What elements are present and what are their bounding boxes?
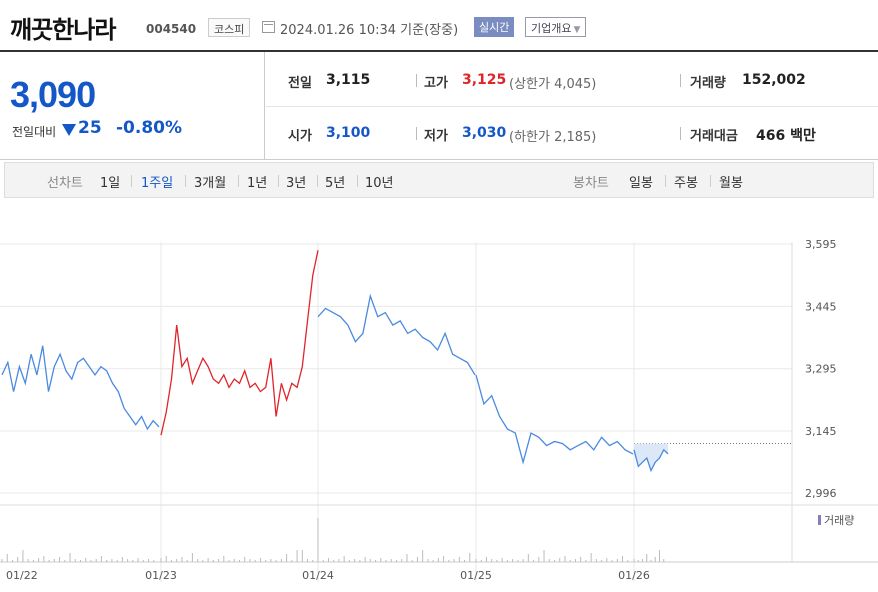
stock-code: 004540 <box>146 22 197 36</box>
lower-limit: (하한가 2,185) <box>509 130 597 145</box>
volume-legend-swatch <box>818 515 821 525</box>
separator <box>185 175 186 187</box>
volume-value: 152,002 <box>742 72 806 88</box>
market-badge: 코스피 <box>208 18 251 37</box>
volume-legend-label: 거래량 <box>824 514 854 527</box>
datetime-value: 2024.01.26 10:34 <box>280 23 397 38</box>
separator <box>238 175 239 187</box>
separator <box>357 175 358 187</box>
y-tick-label: 2,996 <box>805 487 837 500</box>
today-area-fill <box>634 443 668 471</box>
price-chart-svg[interactable]: 3,595 3,445 3,295 3,145 2,996 01/22 01/23 01/24… <box>0 200 878 588</box>
prev-diff-label: 전일대비 <box>12 125 57 139</box>
x-tick-label: 01/25 <box>460 569 492 582</box>
overview-label: 기업개요 <box>531 22 572 35</box>
price-line-01-23 <box>160 250 319 436</box>
separator <box>680 127 681 140</box>
down-triangle-icon <box>62 124 76 136</box>
stock-name: 깨끗한나라 <box>10 16 116 44</box>
y-tick-label: 3,595 <box>805 238 837 251</box>
high-value: 3,125 <box>462 72 507 88</box>
period-5years[interactable]: 5년 <box>325 176 346 191</box>
upper-limit: (상한가 4,045) <box>509 77 597 92</box>
low-value: 3,030 <box>462 125 507 141</box>
amount-label: 거래대금 <box>690 129 738 144</box>
price-line-01-25 <box>475 374 634 465</box>
price-rate: -0.80% <box>116 118 183 138</box>
price-line-01-24 <box>317 293 476 376</box>
basis-text: 기준(장중) <box>400 23 459 38</box>
high-label: 고가 <box>424 76 448 91</box>
amount-value: 466 백만 <box>756 128 816 144</box>
price-line-01-26 <box>633 448 669 473</box>
low-label: 저가 <box>424 129 448 144</box>
y-tick-label: 3,445 <box>805 300 837 313</box>
price-diff: 25 <box>78 118 102 138</box>
period-10years[interactable]: 10년 <box>365 176 394 191</box>
stock-header: 깨끗한나라 004540 코스피 2024.01.26 10:34 기준(장중)… <box>0 0 878 50</box>
datetime-text: 2024.01.26 10:34 기준(장중) <box>280 19 458 38</box>
line-chart-label: 선차트 <box>47 176 83 191</box>
calendar-icon <box>262 21 275 33</box>
price-summary: 3,090 전일대비 25 -0.80% 전일 3,115 고가 3,125 (… <box>0 50 878 160</box>
separator <box>710 175 711 187</box>
open-label: 시가 <box>288 129 312 144</box>
y-tick-label: 3,295 <box>805 363 837 376</box>
x-tick-label: 01/24 <box>302 569 334 582</box>
current-price: 3,090 <box>10 74 96 115</box>
price-chart[interactable]: 3,595 3,445 3,295 3,145 2,996 01/22 01/23 01/24… <box>0 200 878 588</box>
x-tick-label: 01/26 <box>618 569 650 582</box>
summary-divider <box>266 106 878 107</box>
separator <box>131 175 132 187</box>
period-3months[interactable]: 3개월 <box>194 176 227 191</box>
separator <box>416 127 417 140</box>
candle-weekly[interactable]: 주봉 <box>674 176 698 191</box>
current-price-box: 3,090 전일대비 25 -0.80% <box>0 52 265 160</box>
separator <box>317 175 318 187</box>
period-1week[interactable]: 1주일 <box>141 176 174 191</box>
separator <box>680 74 681 87</box>
period-1day[interactable]: 1일 <box>100 176 121 191</box>
chart-period-bar: 선차트 1일 1주일 3개월 1년 3년 5년 10년 봉차트 일봉 주봉 월봉 <box>4 162 874 198</box>
candle-chart-label: 봉차트 <box>573 176 609 191</box>
chevron-down-icon: ▼ <box>573 25 581 35</box>
prev-close-label: 전일 <box>288 76 312 91</box>
candle-monthly[interactable]: 월봉 <box>719 176 743 191</box>
prev-close-value: 3,115 <box>326 72 371 88</box>
price-line-01-22 <box>1 345 160 431</box>
period-3years[interactable]: 3년 <box>286 176 307 191</box>
company-overview-dropdown[interactable]: 기업개요 ▼ <box>525 17 587 37</box>
separator <box>416 74 417 87</box>
live-button[interactable]: 실시간 <box>474 17 515 37</box>
chart-background <box>0 200 878 588</box>
x-tick-label: 01/23 <box>145 569 177 582</box>
y-tick-label: 3,145 <box>805 425 837 438</box>
separator <box>665 175 666 187</box>
period-1year[interactable]: 1년 <box>247 176 268 191</box>
volume-label: 거래량 <box>690 76 726 91</box>
separator <box>278 175 279 187</box>
candle-daily[interactable]: 일봉 <box>629 176 653 191</box>
open-value: 3,100 <box>326 125 371 141</box>
x-tick-label: 01/22 <box>6 569 38 582</box>
